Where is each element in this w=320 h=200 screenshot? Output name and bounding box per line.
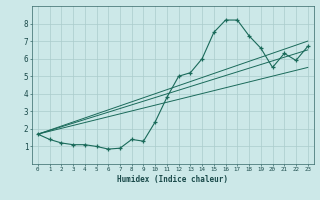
X-axis label: Humidex (Indice chaleur): Humidex (Indice chaleur) (117, 175, 228, 184)
